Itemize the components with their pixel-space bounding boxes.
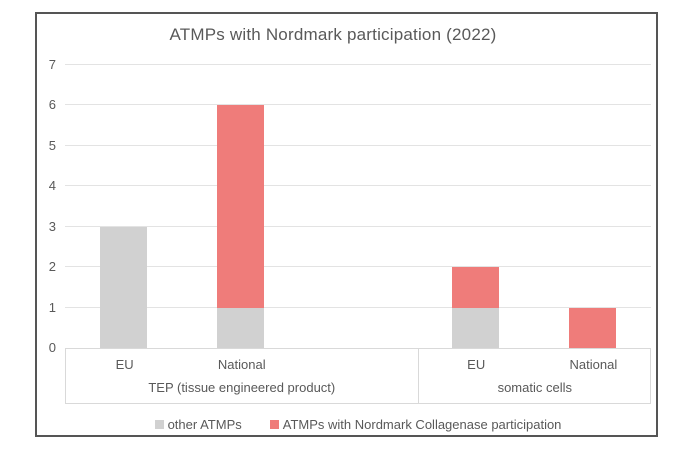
y-tick-label: 2 (48, 259, 56, 275)
plot-area (65, 64, 651, 348)
gridline (65, 225, 651, 227)
bar-segment (451, 307, 499, 348)
bar-segment (100, 226, 148, 348)
legend: other ATMPs ATMPs with Nordmark Collagena… (65, 415, 651, 433)
legend-item: ATMPs with Nordmark Collagenase particip… (269, 416, 562, 432)
x-category-label: EU (467, 357, 486, 372)
gridline (65, 185, 651, 187)
bar-segment (451, 267, 499, 308)
legend-label: other ATMPs (167, 416, 242, 432)
bar-segment (217, 307, 265, 348)
y-tick-label: 6 (48, 97, 56, 113)
legend-swatch (154, 419, 164, 429)
x-axis: EU National EU National TEP (tissue engineer… (65, 348, 651, 404)
y-axis: 0 1 2 3 4 5 6 7 (37, 57, 59, 355)
x-group-label: somatic cells (497, 380, 572, 395)
chart-title: ATMPs with Nordmark participation (2022) (169, 25, 497, 44)
chart-frame: ATMPs with Nordmark participation (2022)… (35, 12, 658, 437)
y-tick-label: 3 (48, 218, 56, 234)
x-category-label: National (217, 357, 266, 372)
legend-swatch (269, 419, 279, 429)
legend-item: other ATMPs (154, 416, 242, 432)
y-tick-label: 0 (48, 340, 56, 355)
gridline (65, 266, 651, 268)
gridline (65, 144, 651, 146)
y-tick-label: 1 (48, 299, 56, 315)
x-group-label: TEP (tissue engineered product) (148, 380, 336, 395)
gridline (65, 306, 651, 308)
bar-segment (568, 307, 616, 348)
y-tick-label: 5 (48, 137, 56, 153)
x-axis-group-divider (417, 349, 419, 403)
legend-label: ATMPs with Nordmark Collagenase particip… (282, 416, 562, 432)
x-category-label: EU (115, 357, 134, 372)
y-tick-label: 4 (48, 178, 56, 194)
y-tick-label: 7 (48, 57, 56, 72)
gridline (65, 104, 651, 106)
x-category-label: National (569, 357, 618, 372)
gridline (65, 64, 651, 65)
bar-segment (217, 105, 265, 308)
